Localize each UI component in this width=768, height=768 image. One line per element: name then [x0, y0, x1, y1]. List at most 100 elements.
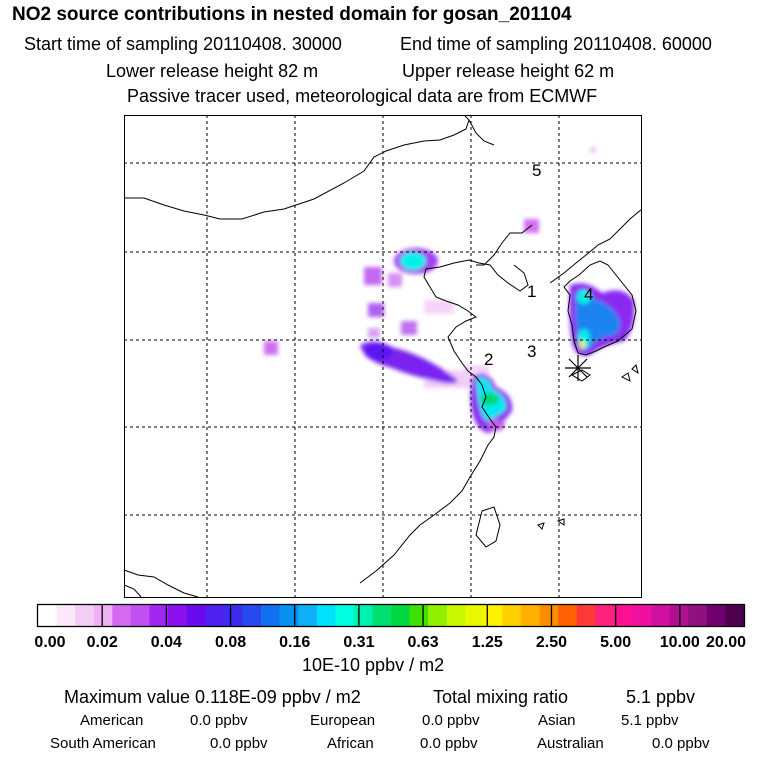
- colorbar-swatch: [353, 605, 373, 626]
- colorbar-unit-label: 10E-10 ppbv / m2: [302, 655, 445, 675]
- colorbar-tick-label: 0.08: [215, 634, 246, 651]
- plume-blob: [400, 252, 426, 270]
- island-path: [556, 518, 565, 526]
- colorbar-swatch: [186, 605, 206, 626]
- colorbar-ticks: [101, 605, 681, 626]
- start-time-label: Start time of sampling 20110408. 30000: [24, 34, 342, 54]
- upper-release-height: Upper release height 62 m: [402, 61, 615, 81]
- region-value: 0.0 ppbv: [420, 735, 478, 752]
- lower-release-height: Lower release height 82 m: [106, 61, 319, 81]
- colorbar-swatch: [558, 605, 578, 626]
- page-title: NO2 source contributions in nested domai…: [12, 4, 572, 25]
- colorbar-tick-label: 0.16: [279, 634, 310, 651]
- colorbar-swatch: [521, 605, 541, 626]
- colorbar-tick-label: 0.63: [408, 634, 439, 651]
- plume-blob: [364, 344, 392, 360]
- colorbar-tick-label: 5.00: [600, 634, 631, 651]
- colorbar-swatch: [613, 605, 633, 626]
- colorbar-swatch: [56, 605, 76, 626]
- island-path: [537, 522, 545, 530]
- plume-cell: [590, 147, 596, 153]
- region-value: 0.0 ppbv: [210, 735, 268, 752]
- colorbar-swatches: [38, 605, 745, 626]
- colorbar-swatch: [706, 605, 726, 626]
- colorbar-swatch: [576, 605, 596, 626]
- colorbar-swatch: [168, 605, 188, 626]
- region-value: 0.0 ppbv: [190, 712, 248, 729]
- colorbar-tick-label: 0.31: [343, 634, 374, 651]
- plume-cell: [264, 341, 278, 355]
- colorbar-swatch: [409, 605, 429, 626]
- colorbar-swatch: [38, 605, 57, 626]
- receptor-asterisk-icon: [565, 355, 591, 381]
- colorbar-swatch: [316, 605, 336, 626]
- colorbar-swatch: [465, 605, 485, 626]
- region-name: African: [327, 735, 374, 752]
- island-path: [570, 369, 591, 382]
- region-marker-3: 3: [527, 342, 536, 361]
- plume-blob: [487, 419, 505, 431]
- colorbar-swatch: [149, 605, 169, 626]
- region-name: Australian: [537, 735, 604, 752]
- colorbar-tick-label: 1.25: [472, 634, 503, 651]
- plume-cell: [424, 300, 454, 314]
- plume-cell: [388, 273, 402, 287]
- coastline-path: [476, 224, 533, 266]
- island-path: [621, 372, 631, 382]
- region-value: 0.0 ppbv: [652, 735, 710, 752]
- colorbar-swatch: [502, 605, 522, 626]
- region-value: 0.0 ppbv: [422, 712, 480, 729]
- colorbar-swatch: [279, 605, 299, 626]
- plume-blob: [579, 341, 585, 349]
- end-time-label: End time of sampling 20110408. 60000: [400, 34, 712, 54]
- plume-layer: [264, 147, 635, 433]
- colorbar-swatch: [260, 605, 280, 626]
- colorbar-swatch: [428, 605, 448, 626]
- colorbar-swatch: [725, 605, 745, 626]
- colorbar-tick-label: 2.50: [536, 634, 567, 651]
- region-name: South American: [50, 735, 156, 752]
- colorbar-swatch: [391, 605, 410, 626]
- region-marker-2: 2: [484, 350, 493, 369]
- colorbar-legend: 0.00 0.02 0.04 0.08 0.16 0.31 0.63 1.25 2.50 5.00…: [34, 603, 746, 651]
- region-value: 5.1 ppbv: [621, 712, 679, 729]
- colorbar-swatch: [112, 605, 132, 626]
- coastline-path: [468, 119, 495, 146]
- border-path: [124, 584, 143, 598]
- map-frame: [124, 115, 642, 598]
- tracer-note: Passive tracer used, meteorological data…: [127, 86, 598, 106]
- colorbar-swatch: [335, 605, 355, 626]
- colorbar-tick-label: 10.00: [660, 634, 700, 651]
- total-mixing-value: 5.1 ppbv: [626, 687, 696, 707]
- colorbar-tick-label: 20.00: [706, 634, 746, 651]
- colorbar-swatch: [205, 605, 225, 626]
- plume-cell: [368, 328, 380, 338]
- plume-cell: [364, 267, 382, 285]
- colorbar-swatch: [298, 605, 318, 626]
- colorbar-tick-label: 0.02: [87, 634, 118, 651]
- colorbar-swatch: [595, 605, 615, 626]
- colorbar-swatch: [688, 605, 708, 626]
- colorbar-tick-label: 0.00: [34, 634, 65, 651]
- plume-cell: [401, 321, 417, 335]
- colorbar-swatch: [130, 605, 150, 626]
- colorbar-swatch: [539, 605, 559, 626]
- coastline-path: [563, 260, 637, 356]
- colorbar-tick-labels: 0.00 0.02 0.04 0.08 0.16 0.31 0.63 1.25 2.50 5.00…: [34, 634, 746, 651]
- coastline-path: [359, 259, 529, 584]
- colorbar-swatch: [223, 605, 243, 626]
- region-marker-1: 1: [527, 282, 536, 301]
- max-value-label: Maximum value 0.118E-09 ppbv / m2: [64, 687, 361, 707]
- colorbar-swatch: [651, 605, 671, 626]
- region-marker-5: 5: [532, 161, 541, 180]
- region-name: American: [80, 712, 144, 729]
- colorbar-swatch: [483, 605, 503, 626]
- region-marker-4: 4: [584, 285, 593, 304]
- colorbar-swatch: [242, 605, 262, 626]
- plume-blob: [577, 290, 591, 304]
- border-path: [124, 569, 199, 598]
- region-name: European: [310, 712, 376, 729]
- coastline-path: [549, 224, 625, 284]
- map-panel: 1 2 3 4 5: [124, 115, 642, 598]
- island-path: [475, 506, 501, 548]
